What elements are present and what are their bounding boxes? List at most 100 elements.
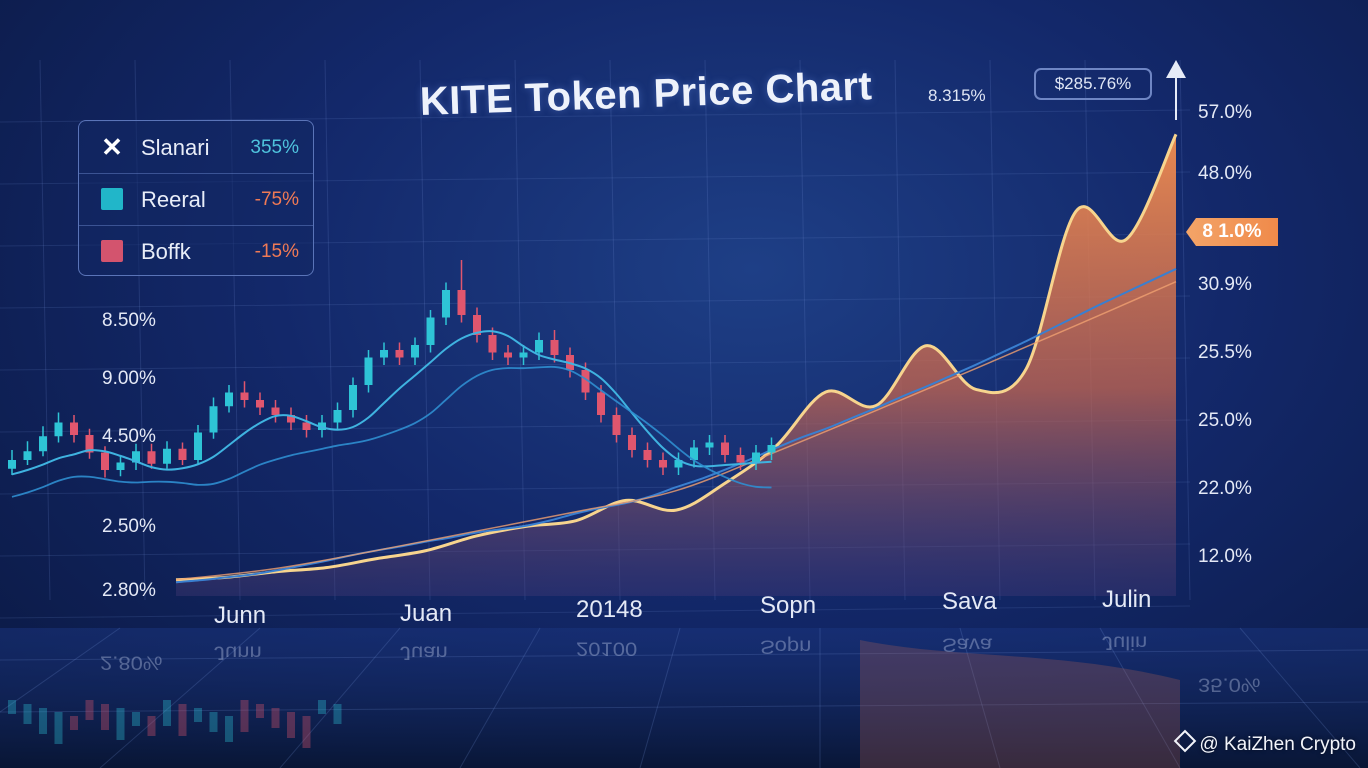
reflected-candle: [85, 700, 94, 720]
reflected-candle: [163, 700, 171, 726]
reflected-candle: [178, 704, 187, 736]
reflected-candle: [302, 716, 311, 748]
candle-body: [395, 350, 404, 358]
legend-item-slanari: ✕ Slanari 355%: [79, 121, 313, 174]
candle-body: [209, 406, 218, 433]
candle-body: [721, 442, 729, 455]
reflected-candle: [240, 700, 249, 732]
floor-grid-line: [99, 627, 261, 768]
candle-body: [674, 460, 683, 468]
floor-grid-line: [0, 649, 1368, 661]
x-axis-tick: Sava: [942, 588, 997, 615]
x-axis-tick: Julin: [1102, 586, 1152, 613]
reflection-floor: [0, 627, 1368, 768]
candle-body: [659, 460, 667, 468]
candle-body: [643, 450, 652, 460]
legend-value: -15%: [254, 241, 299, 262]
candle-body: [39, 436, 47, 452]
candle-body: [271, 407, 280, 415]
price-box: $285.76%: [1034, 68, 1152, 100]
right-axis-tick: 22.0%: [1198, 478, 1252, 499]
right-axis-tick: 48.0%: [1198, 163, 1252, 184]
reflected-candle: [194, 708, 202, 722]
candle-body: [457, 290, 466, 315]
candle-body: [163, 448, 171, 464]
candle-body: [767, 445, 776, 453]
candle-body: [628, 435, 636, 450]
title-change-value: 8.315%: [928, 86, 986, 105]
chart-grid: [0, 59, 1191, 619]
candle-body: [581, 370, 590, 393]
moving-average-line: [11, 330, 772, 476]
reflected-candle: [8, 700, 16, 714]
candle-body: [597, 392, 605, 415]
grid-line-vertical: [419, 59, 431, 601]
reflection-tick: 20100: [576, 638, 638, 661]
area-fill: [176, 134, 1176, 597]
candle-body: [550, 340, 559, 355]
candle-body: [442, 290, 450, 318]
reflected-area: [860, 640, 1180, 768]
candle-body: [333, 410, 342, 423]
right-axis-tick: 25.5%: [1198, 342, 1252, 363]
grid-line-horizontal: [0, 357, 1191, 371]
x-axis-tick: Junn: [214, 602, 267, 629]
grid-line-vertical: [324, 59, 336, 601]
moving-average-line: [11, 365, 772, 498]
candle-body: [519, 352, 528, 358]
current-value-badge: 8 1.0%: [1186, 218, 1278, 246]
left-axis-tick: 4.50%: [102, 426, 156, 447]
candle-body: [705, 442, 714, 448]
candle-body: [132, 451, 140, 463]
legend-value: -75%: [254, 189, 299, 210]
series-line-reeral: [175, 281, 1177, 581]
candle-body: [752, 452, 760, 463]
watermark-text: @ KaiZhen Crypto: [1199, 734, 1356, 755]
reflected-candle: [132, 712, 140, 726]
legend-value: 355%: [250, 137, 299, 158]
left-axis-tick: 2.80%: [102, 580, 156, 601]
candle-body: [349, 385, 357, 410]
candle-body: [612, 415, 621, 435]
right-axis-tick: 57.0%: [1198, 102, 1252, 123]
grid-line-vertical: [1179, 59, 1191, 601]
reflection-tick: Sopn: [760, 636, 812, 659]
candle-body: [85, 435, 94, 453]
candle-body: [240, 392, 249, 400]
legend-item-boffk: Boffk -15%: [79, 225, 313, 277]
candle-body: [54, 422, 63, 437]
reflected-candle: [70, 716, 78, 730]
line-series: [175, 268, 1177, 584]
candle-body: [8, 460, 16, 469]
reflected-candle: [256, 704, 264, 718]
reflected-candle: [147, 716, 156, 736]
reflection-tick: 35.0%: [1198, 674, 1261, 697]
area-series: [175, 133, 1178, 597]
diamond-icon: [1174, 729, 1197, 753]
right-axis-tick: 12.0%: [1198, 546, 1252, 567]
reflected-candle: [271, 708, 280, 728]
candle-body: [23, 451, 32, 460]
legend-label: Reeral: [141, 187, 206, 212]
reflected-candle: [318, 700, 326, 714]
reflected-candle: [54, 712, 63, 744]
legend-item-reeral: Reeral -75%: [79, 173, 313, 226]
candle-body: [116, 462, 125, 470]
x-axis-tick: Juan: [400, 600, 453, 627]
floor-grid-line: [639, 627, 681, 768]
candle-body: [147, 451, 156, 464]
candle-body: [364, 357, 373, 385]
grid-line-horizontal: [0, 295, 1191, 309]
reflected-candle: [23, 704, 32, 724]
floor-grid-line: [0, 701, 1368, 713]
candle-body: [70, 422, 78, 435]
x-icon: ✕: [101, 132, 123, 162]
reflection-tick: Juan: [400, 642, 448, 665]
left-axis-tick: 2.50%: [102, 516, 156, 537]
legend-label: Boffk: [141, 239, 191, 264]
grid-line-vertical: [514, 59, 526, 601]
candle-body: [426, 317, 435, 345]
candle-body: [302, 422, 311, 430]
up-arrow-icon: [1166, 60, 1186, 120]
